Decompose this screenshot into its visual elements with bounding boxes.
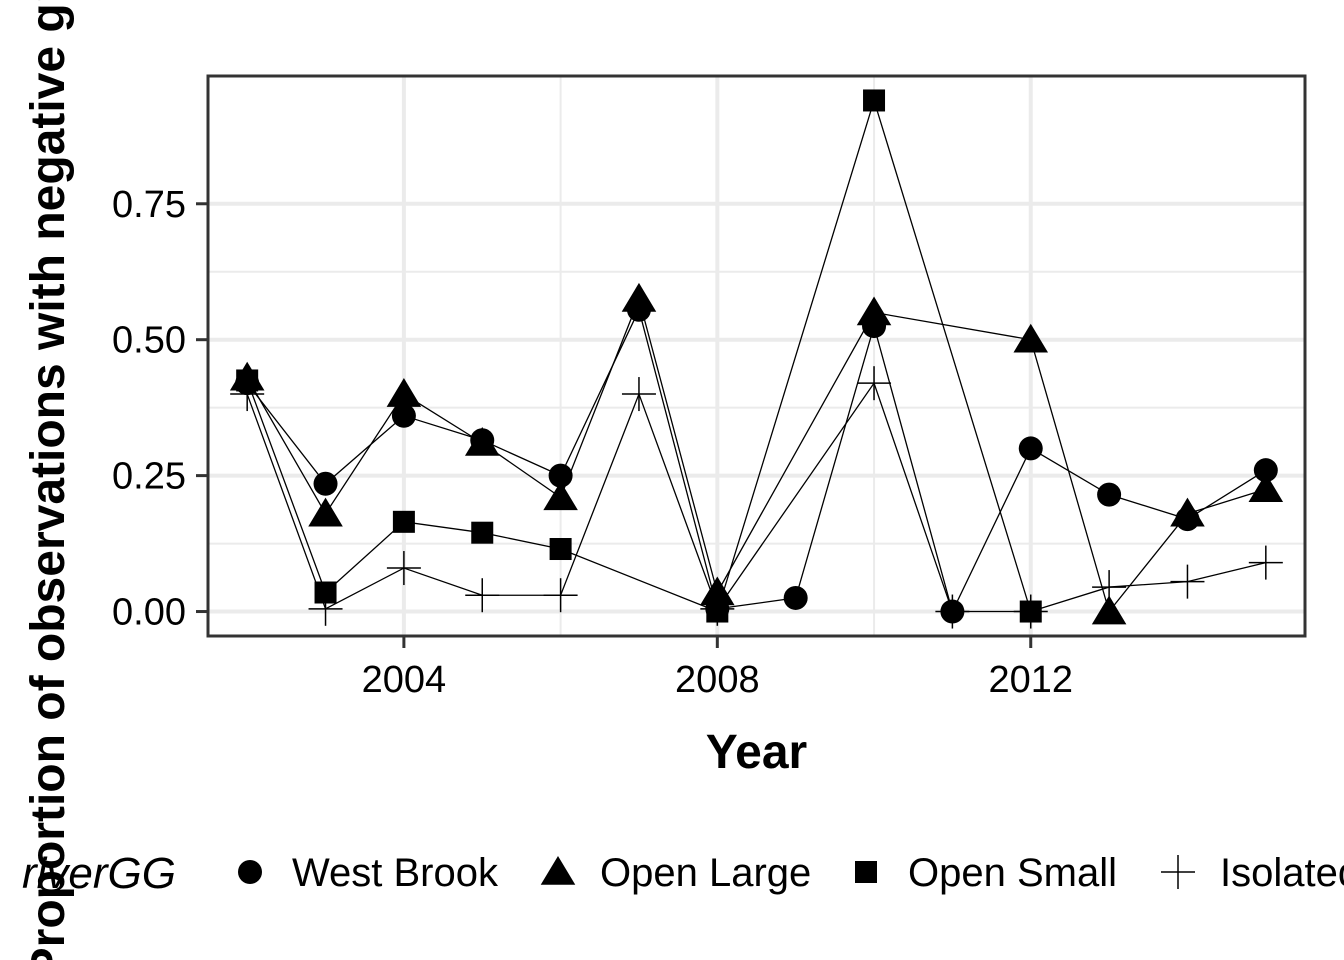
legend-item-open-large: Open Large (540, 851, 811, 895)
data-point-isolated (230, 377, 265, 412)
x-tick-label: 2008 (675, 659, 760, 701)
legend-label: Open Large (600, 851, 811, 895)
data-point-open-large (1248, 473, 1284, 503)
data-point-open-large (386, 378, 422, 407)
legend-label: Open Small (908, 851, 1117, 895)
data-point-west-brook (313, 471, 338, 496)
data-point-isolated (308, 591, 343, 626)
data-point-open-large (543, 481, 578, 511)
series-lines (246, 98, 1267, 614)
data-point-west-brook (783, 585, 808, 610)
legend: riverGG West Brook Open Large Open Small Is… (22, 849, 1344, 898)
data-point-open-small (549, 538, 572, 561)
data-point-open-small (471, 521, 494, 544)
plot-panel-border (206, 74, 1307, 638)
data-point-isolated (543, 578, 578, 613)
data-point-open-large (308, 497, 343, 527)
series-line-open-large (246, 296, 1267, 613)
x-tick-label: 2004 (362, 659, 447, 701)
data-point-open-large (1091, 595, 1127, 625)
data-point-isolated (1248, 545, 1283, 580)
data-point-isolated (935, 594, 970, 629)
y-axis-title: Proportion of observations with negative… (22, 0, 75, 960)
axes: 0.00 0.25 0.50 0.75 2004 2008 2012 (112, 184, 1073, 701)
data-point-west-brook (1018, 436, 1043, 461)
legend-key-open-large (540, 856, 576, 885)
data-point-isolated (1013, 594, 1048, 629)
data-point-west-brook (548, 463, 573, 488)
y-tick-label: 0.50 (112, 320, 186, 362)
data-point-isolated (700, 591, 735, 626)
x-axis-title: Year (706, 726, 807, 779)
data-point-open-large (1170, 497, 1205, 527)
data-point-open-small (392, 510, 415, 533)
legend-item-open-small: Open Small (855, 851, 1117, 895)
legend-item-west-brook: West Brook (238, 851, 499, 895)
legend-label: West Brook (292, 851, 499, 895)
data-point-west-brook (1097, 482, 1122, 507)
data-point-open-large (464, 426, 500, 456)
legend-item-isolated: Isolated (1161, 851, 1344, 895)
legend-key-open-small (855, 861, 877, 883)
data-point-isolated (1092, 570, 1127, 605)
y-tick-label: 0.75 (112, 184, 186, 226)
legend-label: Isolated (1220, 851, 1344, 895)
legend-key-west-brook (238, 860, 262, 884)
data-point-open-large (621, 282, 657, 312)
data-point-open-large (700, 576, 735, 606)
data-point-open-large (856, 296, 892, 326)
data-point-isolated (386, 551, 421, 586)
data-point-isolated (857, 366, 892, 401)
series-line-open-small (246, 98, 1032, 613)
data-point-isolated (1170, 564, 1205, 599)
series-line-west-brook (246, 307, 1267, 614)
data-point-west-brook (391, 403, 416, 428)
legend-title: riverGG (22, 849, 176, 898)
y-tick-label: 0.25 (112, 456, 186, 498)
grid-lines (208, 76, 1305, 636)
data-point-open-large (1013, 323, 1049, 353)
data-point-open-small (863, 89, 886, 112)
x-tick-label: 2012 (988, 659, 1073, 701)
data-point-west-brook (1253, 458, 1278, 483)
data-point-isolated (465, 578, 500, 613)
series-points (229, 89, 1284, 629)
y-tick-label: 0.00 (112, 592, 186, 634)
data-point-isolated (621, 377, 656, 412)
legend-key-isolated (1161, 855, 1195, 889)
